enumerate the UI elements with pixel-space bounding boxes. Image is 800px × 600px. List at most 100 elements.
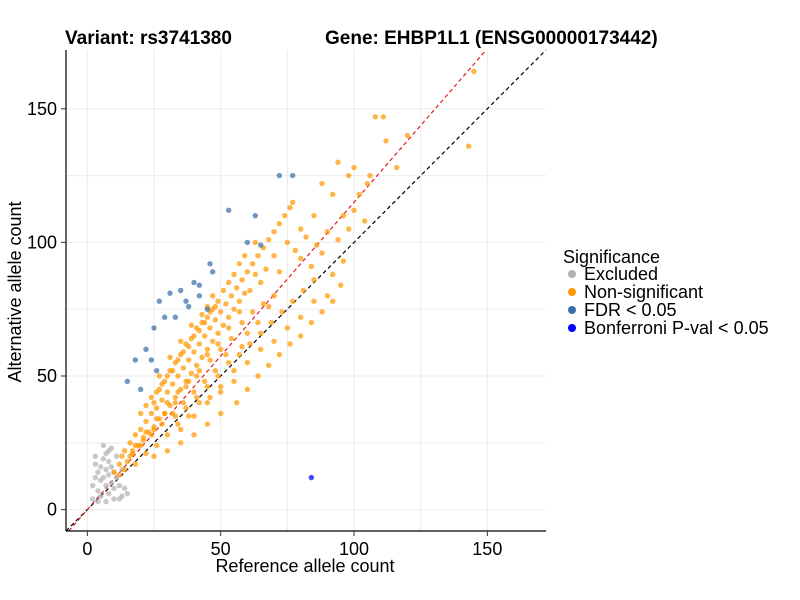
point-non-significant — [196, 367, 203, 374]
x-tick-label: 100 — [339, 539, 369, 559]
point-bonferroni-p-val-0-05 — [308, 474, 315, 481]
x-axis-title: Reference allele count — [215, 556, 394, 576]
point-excluded — [97, 464, 104, 470]
point-non-significant — [465, 143, 472, 149]
point-non-significant — [260, 301, 267, 307]
point-non-significant — [284, 325, 291, 331]
point-non-significant — [265, 237, 272, 243]
axes — [65, 50, 546, 532]
point-non-significant — [380, 114, 387, 120]
point-non-significant — [111, 469, 117, 475]
point-non-significant — [297, 333, 304, 339]
point-fdr-0-05 — [156, 298, 163, 304]
point-non-significant — [287, 204, 293, 211]
point-non-significant — [225, 325, 232, 331]
point-excluded — [100, 442, 107, 449]
fit-line — [68, 49, 487, 532]
point-non-significant — [169, 367, 176, 374]
point-non-significant — [140, 437, 147, 443]
point-non-significant — [311, 212, 317, 219]
point-non-significant — [212, 303, 219, 310]
point-excluded — [100, 474, 107, 481]
point-non-significant — [161, 410, 168, 417]
point-non-significant — [236, 298, 243, 304]
point-non-significant — [116, 461, 123, 467]
point-non-significant — [324, 293, 331, 299]
point-fdr-0-05 — [148, 357, 155, 363]
x-tick-label: 150 — [472, 539, 502, 559]
point-non-significant — [228, 293, 235, 299]
point-non-significant — [231, 306, 237, 312]
point-non-significant — [217, 346, 224, 352]
point-non-significant — [220, 322, 227, 328]
point-non-significant — [132, 442, 139, 449]
point-non-significant — [300, 287, 307, 294]
point-excluded — [97, 493, 104, 499]
point-non-significant — [164, 448, 171, 454]
point-non-significant — [345, 172, 352, 179]
point-non-significant — [207, 357, 213, 363]
point-non-significant — [404, 132, 411, 139]
legend-label-excluded: Excluded — [584, 264, 658, 284]
point-non-significant — [116, 472, 123, 478]
point-non-significant — [225, 359, 232, 366]
point-non-significant — [231, 378, 237, 385]
point-fdr-0-05 — [137, 386, 144, 393]
point-non-significant — [121, 466, 128, 473]
point-non-significant — [215, 298, 221, 304]
point-fdr-0-05 — [289, 172, 296, 179]
point-non-significant — [239, 343, 245, 350]
point-non-significant — [337, 282, 344, 288]
point-non-significant — [335, 237, 341, 243]
point-non-significant — [164, 373, 171, 379]
point-fdr-0-05 — [207, 261, 213, 267]
point-non-significant — [207, 394, 213, 401]
point-excluded — [89, 496, 96, 502]
point-non-significant — [319, 180, 325, 187]
point-non-significant — [137, 426, 144, 433]
point-non-significant — [289, 298, 296, 304]
point-non-significant — [196, 327, 203, 334]
legend-label-fdr-0-05: FDR < 0.05 — [584, 300, 677, 320]
point-non-significant — [247, 287, 253, 294]
point-non-significant — [297, 255, 304, 262]
point-non-significant — [252, 239, 259, 246]
point-non-significant — [212, 367, 219, 374]
point-non-significant — [220, 287, 227, 294]
y-tick-label: 150 — [27, 99, 57, 119]
point-non-significant — [204, 384, 211, 390]
point-non-significant — [263, 266, 269, 272]
gene-title: Gene: EHBP1L1 (ENSG00000173442) — [325, 28, 658, 49]
point-non-significant — [201, 378, 208, 385]
point-non-significant — [319, 250, 325, 256]
point-non-significant — [361, 218, 368, 224]
point-non-significant — [215, 330, 221, 336]
point-non-significant — [151, 453, 157, 459]
point-excluded — [124, 490, 131, 497]
point-excluded — [92, 461, 99, 467]
point-non-significant — [191, 432, 197, 438]
point-non-significant — [175, 389, 181, 395]
point-non-significant — [297, 314, 304, 320]
point-non-significant — [137, 442, 144, 449]
legend-key-excluded — [568, 270, 576, 278]
point-excluded — [92, 453, 99, 459]
point-fdr-0-05 — [143, 346, 149, 352]
point-excluded — [95, 469, 101, 475]
point-non-significant — [137, 410, 144, 417]
point-excluded — [116, 496, 123, 502]
point-non-significant — [132, 432, 139, 438]
point-non-significant — [233, 285, 240, 291]
point-non-significant — [324, 229, 331, 235]
legend-key-bonferroni-p-val-0-05 — [568, 324, 576, 332]
point-non-significant — [185, 413, 192, 419]
point-non-significant — [204, 314, 211, 320]
point-non-significant — [249, 309, 256, 315]
point-non-significant — [217, 384, 224, 390]
point-non-significant — [124, 458, 131, 465]
point-non-significant — [175, 373, 181, 379]
point-non-significant — [175, 357, 181, 363]
point-non-significant — [252, 271, 259, 278]
point-non-significant — [247, 341, 253, 347]
point-non-significant — [244, 386, 251, 393]
